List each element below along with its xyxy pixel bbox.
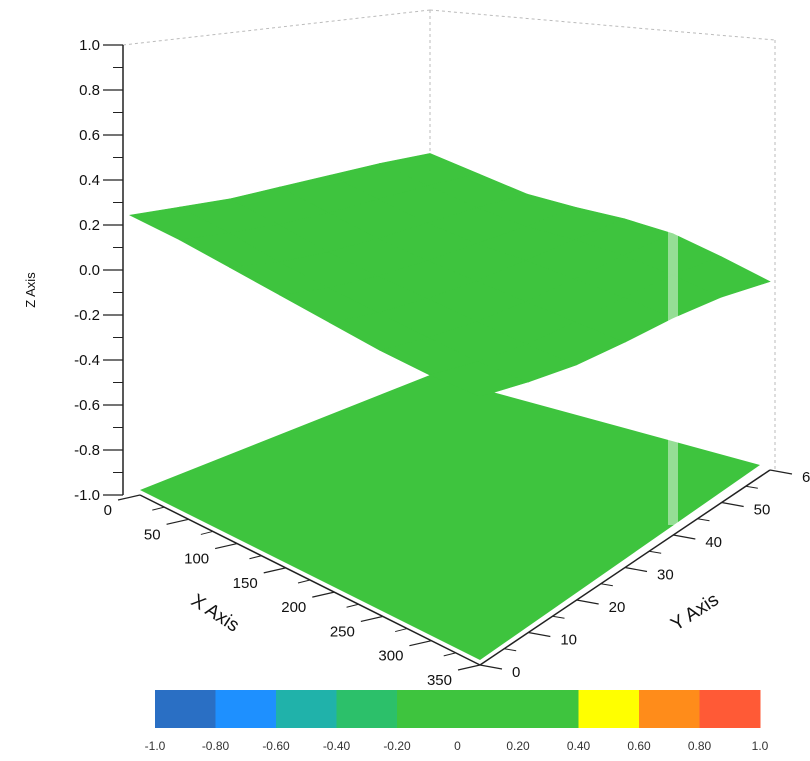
z-tick-label: 0.6 [79, 127, 100, 144]
surface-glare [668, 215, 678, 525]
z-tick-label: 0.0 [79, 262, 100, 279]
y-tick [769, 469, 793, 475]
frame-edge [429, 9, 776, 41]
z-tick-label: -0.6 [74, 397, 100, 414]
y-tick [721, 501, 744, 508]
colorbar: -1.0 -0.80 -0.60 -0.40 -0.20 0 0.20 0.40 0.60 0.8… [145, 690, 769, 753]
x-tick [166, 518, 189, 525]
colorbar-segment [639, 690, 700, 728]
y-tick [528, 631, 551, 638]
colorbar-tick-label: 0.60 [627, 739, 651, 753]
surface-patch [672, 256, 771, 298]
x-minor-tick [152, 506, 165, 511]
x-tick [117, 494, 141, 501]
x-tick [457, 664, 481, 671]
x-tick-label: 350 [427, 672, 452, 689]
surface [129, 153, 771, 525]
colorbar-tick-label: -1.0 [145, 739, 166, 753]
colorbar-tick-label: 0 [454, 739, 461, 753]
x-tick-label: 0 [104, 502, 112, 519]
y-tick-label: 10 [560, 632, 577, 649]
colorbar-tick-label: -0.20 [383, 739, 411, 753]
y-minor-tick [600, 583, 613, 587]
z-tick-label: -0.4 [74, 352, 100, 369]
y-tick-label: 30 [657, 567, 674, 584]
z-tick-label: 1.0 [79, 37, 100, 54]
y-minor-tick [552, 615, 565, 619]
x-tick-label: 100 [184, 551, 209, 568]
x-minor-tick [297, 579, 311, 584]
x-tick-label: 50 [144, 526, 161, 543]
colorbar-tick-label: -0.60 [262, 739, 290, 753]
x-tick [409, 640, 432, 647]
colorbar-segment [215, 690, 277, 728]
colorbar-tick-label: 0.80 [688, 739, 712, 753]
colorbar-segment [457, 690, 519, 728]
y-tick-label: 0 [512, 664, 520, 681]
colorbar-segment [578, 690, 640, 728]
z-tick-label: 0.2 [79, 217, 100, 234]
floor-plane [140, 375, 760, 660]
y-tick-label: 60 [802, 469, 810, 486]
colorbar-segment [336, 690, 398, 728]
x-tick [215, 542, 238, 550]
z-axis-title: Z Axis [23, 272, 38, 308]
y-tick [576, 599, 599, 605]
z-tick-label: -0.2 [74, 307, 100, 324]
z-tick-label: 0.4 [79, 172, 100, 189]
x-minor-tick [346, 603, 359, 608]
colorbar-segment [518, 690, 579, 728]
y-minor-tick [504, 648, 517, 652]
x-axis-title: X Axis [187, 590, 243, 636]
z-tick-label: 0.8 [79, 82, 100, 99]
y-minor-tick [649, 550, 662, 554]
axes [103, 44, 793, 671]
y-tick [479, 664, 503, 670]
floor-projection [140, 375, 760, 660]
y-tick [624, 566, 648, 573]
x-tick [312, 591, 335, 598]
colorbar-tick-label: 0.20 [506, 739, 530, 753]
y-tick-label: 20 [609, 599, 626, 616]
colorbar-segment [276, 690, 337, 728]
colorbar-tick-label: 0.40 [567, 739, 591, 753]
colorbar-tick-label: 1.0 [752, 739, 769, 753]
z-tick-label: -0.8 [74, 442, 100, 459]
tick-labels: 1.00.80.60.40.20.0-0.2-0.4-0.6-0.8-1.005… [74, 37, 810, 689]
y-tick [673, 534, 696, 540]
x-tick-label: 150 [233, 575, 258, 592]
x-tick-label: 300 [378, 648, 403, 665]
x-tick-label: 250 [330, 623, 355, 640]
frame-edge [122, 9, 431, 46]
y-minor-tick [697, 518, 710, 522]
y-tick-label: 40 [705, 534, 722, 551]
x-minor-tick [200, 530, 213, 535]
x-tick-label: 200 [281, 599, 306, 616]
x-tick [263, 567, 286, 574]
y-tick-label: 50 [754, 502, 771, 519]
colorbar-segment [397, 690, 458, 728]
colorbar-segment [155, 690, 216, 728]
x-minor-tick [395, 628, 408, 633]
y-axis-title: Y Axis [667, 589, 722, 635]
x-tick [360, 615, 383, 623]
x-minor-tick [443, 652, 456, 657]
x-minor-tick [249, 555, 262, 560]
colorbar-segment [699, 690, 761, 728]
colorbar-tick-label: -0.80 [202, 739, 230, 753]
colorbar-tick-label: -0.40 [323, 739, 351, 753]
y-minor-tick [745, 485, 758, 489]
z-tick-label: -1.0 [74, 487, 100, 504]
